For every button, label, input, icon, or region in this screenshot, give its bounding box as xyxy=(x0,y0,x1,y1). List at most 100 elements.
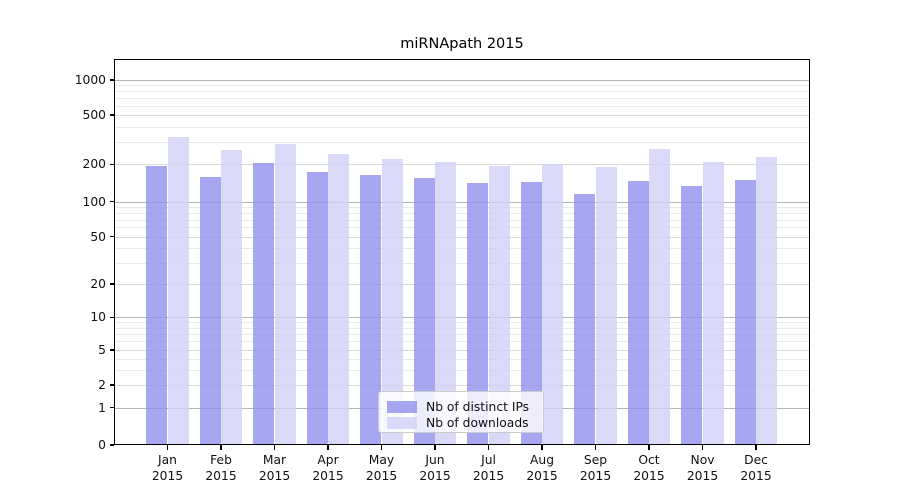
x-axis-tick-line: Sep xyxy=(583,453,608,467)
x-axis-tick-line: 2015 xyxy=(472,469,505,483)
x-axis-tick-line: 2015 xyxy=(579,469,612,483)
x-axis-tick-line: Nov xyxy=(690,453,715,467)
y-axis-tick-label: 100 xyxy=(82,194,106,209)
x-axis-tick-label: Feb 2015 xyxy=(191,452,251,484)
bar-nb-of-distinct-ips-jul xyxy=(467,182,489,444)
bar-nb-of-distinct-ips-mar xyxy=(253,162,275,444)
bar-nb-of-downloads-mar xyxy=(274,144,296,444)
x-axis-tick-label: Oct 2015 xyxy=(619,452,679,484)
x-tickmark xyxy=(273,445,276,450)
bar-nb-of-distinct-ips-nov xyxy=(681,186,703,444)
x-axis-tick-label: May 2015 xyxy=(352,452,412,484)
x-axis-tick-label: Aug 2015 xyxy=(512,452,572,484)
minor-gridline xyxy=(115,98,809,99)
bar-nb-of-distinct-ips-aug xyxy=(520,182,542,444)
x-axis-tick-line: 2015 xyxy=(633,469,665,483)
minor-gridline xyxy=(115,213,809,214)
x-tickmark xyxy=(327,445,329,450)
y-tickmark xyxy=(109,316,114,318)
minor-gridline xyxy=(115,322,809,323)
y-tickmark xyxy=(109,283,114,285)
y-tickmark xyxy=(109,384,114,386)
minor-gridline xyxy=(115,328,809,329)
y-tickmark xyxy=(109,163,114,165)
x-axis-tick-label: Jun 2015 xyxy=(405,452,465,484)
x-axis-tick-line: Mar xyxy=(262,453,287,467)
y-axis-tick-label: 5 xyxy=(98,343,106,357)
major-gridline xyxy=(115,80,809,81)
x-tickmark xyxy=(541,445,543,450)
x-axis-tick-label: Nov 2015 xyxy=(673,452,733,484)
bar-nb-of-downloads-aug xyxy=(542,164,564,444)
y-tickmark xyxy=(109,407,114,409)
minor-gridline xyxy=(115,127,809,128)
bar-nb-of-distinct-ips-jan xyxy=(146,166,168,444)
x-tickmark xyxy=(648,445,650,450)
y-axis-tick-label: 20 xyxy=(90,277,106,291)
y-axis-tick-label: 50 xyxy=(90,229,106,244)
y-axis-tick-label: 1 xyxy=(98,400,106,415)
x-tickmark xyxy=(380,445,383,450)
x-axis-tick-line: 2015 xyxy=(686,469,719,483)
x-tickmark xyxy=(166,445,169,450)
legend-item: Nb of downloads xyxy=(387,415,534,430)
y-axis-tick-label: 0 xyxy=(98,438,106,452)
x-axis-tick-line: 2015 xyxy=(151,469,184,483)
x-axis-tick-line: Apr xyxy=(317,453,339,467)
x-tickmark xyxy=(701,445,704,450)
legend-item: Nb of distinct IPs xyxy=(387,399,534,414)
bar-nb-of-downloads-feb xyxy=(221,150,243,444)
labeled-minor-gridline xyxy=(115,237,809,238)
bar-nb-of-downloads-may xyxy=(381,159,403,444)
bar-nb-of-distinct-ips-oct xyxy=(627,180,649,444)
x-tickmark xyxy=(755,445,757,450)
x-axis-tick-line: Dec xyxy=(744,453,768,467)
minor-gridline xyxy=(115,85,809,86)
bar-nb-of-distinct-ips-may xyxy=(360,175,382,444)
bar-nb-of-distinct-ips-dec xyxy=(734,179,756,444)
y-tickmark xyxy=(109,201,114,203)
legend-label: Nb of downloads xyxy=(426,415,529,430)
legend-label: Nb of distinct IPs xyxy=(426,399,530,414)
bar-nb-of-distinct-ips-jun xyxy=(413,178,435,444)
y-tickmark xyxy=(109,114,114,116)
labeled-minor-gridline xyxy=(115,284,809,285)
x-axis-tick-line: 2015 xyxy=(258,469,291,483)
y-tickmark xyxy=(109,349,114,351)
minor-gridline xyxy=(115,263,809,264)
minor-gridline xyxy=(115,227,809,228)
x-axis-tick-label: Jan 2015 xyxy=(138,452,198,484)
x-tickmark xyxy=(220,445,222,450)
minor-gridline xyxy=(115,142,809,143)
major-gridline xyxy=(115,317,809,318)
x-axis-tick-label: Jul 2015 xyxy=(459,452,519,484)
legend-swatch xyxy=(387,416,417,429)
legend-swatch xyxy=(387,400,417,413)
x-tickmark xyxy=(434,445,436,450)
x-tickmark xyxy=(594,445,597,450)
y-tickmark xyxy=(109,444,114,446)
x-axis-tick-line: 2015 xyxy=(526,469,558,483)
minor-gridline xyxy=(115,220,809,221)
y-axis-tick-label: 1000 xyxy=(74,73,106,87)
y-axis-tick-label: 500 xyxy=(82,108,106,122)
bar-nb-of-downloads-jun xyxy=(435,161,457,444)
legend: Nb of distinct IPs Nb of downloads xyxy=(378,391,544,433)
bar-nb-of-downloads-nov xyxy=(702,162,724,444)
labeled-minor-gridline xyxy=(115,164,809,165)
minor-gridline xyxy=(115,106,809,107)
labeled-minor-gridline xyxy=(115,350,809,351)
x-axis-tick-line: 2015 xyxy=(419,469,451,483)
bar-nb-of-downloads-sep xyxy=(595,167,617,444)
x-axis-tick-line: Feb xyxy=(210,453,232,467)
bar-nb-of-distinct-ips-apr xyxy=(306,171,328,444)
x-axis-tick-line: 2015 xyxy=(205,469,237,483)
minor-gridline xyxy=(115,248,809,249)
bar-nb-of-distinct-ips-sep xyxy=(574,194,596,444)
bar-nb-of-downloads-jan xyxy=(167,136,189,444)
x-axis-tick-label: Apr 2015 xyxy=(298,452,358,484)
x-axis-tick-line: 2015 xyxy=(740,469,772,483)
x-axis-tick-label: Sep 2015 xyxy=(566,452,626,484)
minor-gridline xyxy=(115,370,809,371)
